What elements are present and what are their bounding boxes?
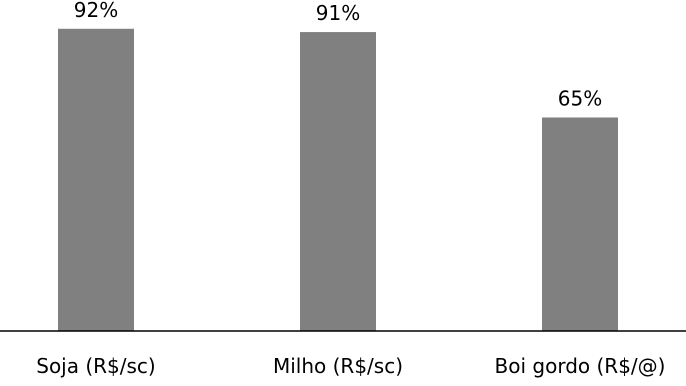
- data-label-1: 91%: [316, 1, 360, 25]
- category-labels-group: Soja (R$/sc) Milho (R$/sc) Boi gordo (R$/@…: [36, 354, 665, 378]
- bars-group: [58, 28, 618, 332]
- data-labels-group: 92% 91% 65%: [74, 0, 602, 110]
- category-label-2: Boi gordo (R$/@): [495, 354, 666, 378]
- category-label-0: Soja (R$/sc): [36, 354, 155, 378]
- bar-0: [58, 28, 134, 332]
- bar-2: [542, 117, 618, 331]
- data-label-0: 92%: [74, 0, 118, 22]
- data-label-2: 65%: [558, 86, 602, 110]
- category-label-1: Milho (R$/sc): [273, 354, 403, 378]
- bar-1: [300, 32, 376, 331]
